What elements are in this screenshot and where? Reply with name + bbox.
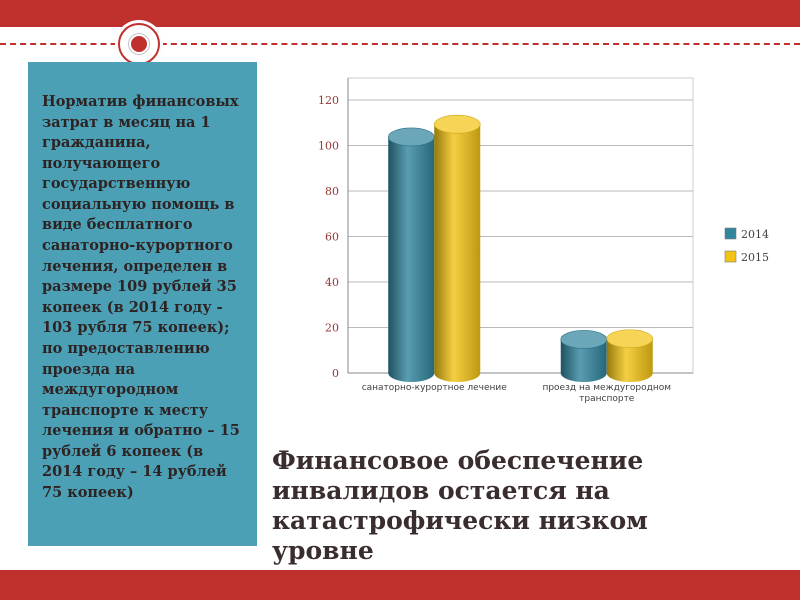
circle-ornament-dot [131, 36, 147, 52]
svg-text:120: 120 [318, 94, 339, 107]
top-border-bar [0, 0, 800, 27]
svg-text:40: 40 [325, 276, 339, 289]
svg-text:60: 60 [325, 231, 339, 244]
slide-title: Финансовое обеспечение инвалидов остаетс… [272, 446, 648, 565]
svg-text:2014: 2014 [741, 228, 769, 241]
circle-ornament [118, 23, 160, 65]
sidebar-paragraph: Норматив финансовых затрат в месяц на 1 … [42, 93, 240, 501]
svg-text:80: 80 [325, 185, 339, 198]
svg-text:2015: 2015 [741, 251, 769, 264]
bottom-border-bar [0, 570, 800, 600]
svg-text:20: 20 [325, 322, 339, 335]
svg-text:0: 0 [332, 367, 339, 380]
svg-text:санаторно-курортное лечение: санаторно-курортное лечение [362, 383, 508, 393]
svg-text:100: 100 [318, 140, 339, 153]
svg-text:проезд на междугородном: проезд на междугородном [542, 383, 671, 393]
sidebar-text-panel: Норматив финансовых затрат в месяц на 1 … [28, 62, 257, 546]
bar-chart: 0 20 40 60 80 100 120 санаторно-курортное лечен… [278, 58, 790, 440]
bar-chart-svg: 0 20 40 60 80 100 120 санаторно-курортное лечен… [318, 77, 769, 404]
dashed-divider-line [0, 43, 800, 45]
svg-text:транспорте: транспорте [579, 394, 635, 404]
